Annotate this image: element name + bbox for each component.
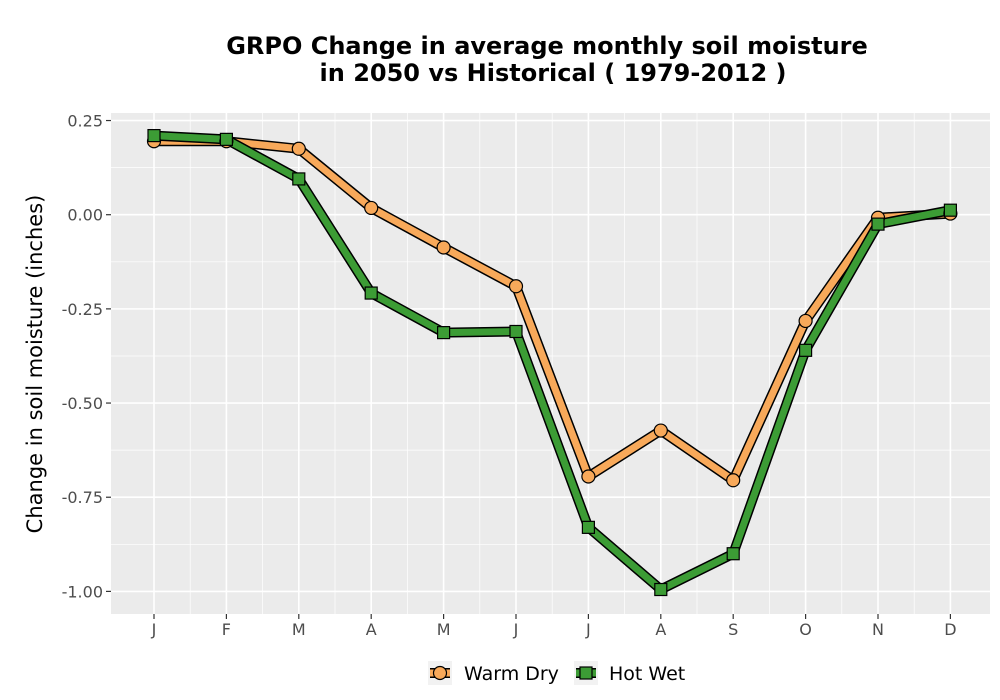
- warm-dry-point: [436, 240, 451, 255]
- x-tick-label: J: [585, 620, 591, 639]
- warm-dry-point: [581, 469, 596, 484]
- x-tick-label: J: [513, 620, 519, 639]
- hot-wet-point: [871, 217, 885, 231]
- hot-wet-point: [219, 132, 233, 146]
- hot-wet-point: [437, 326, 451, 340]
- warm-dry-point: [726, 473, 741, 488]
- legend: Warm Dry Hot Wet: [428, 661, 685, 685]
- warm-dry-line: [150, 137, 954, 484]
- y-tick-label: -0.75: [62, 488, 103, 507]
- hot-wet-line: [150, 132, 954, 594]
- series-lines: [149, 130, 956, 595]
- x-tick-label: A: [366, 620, 377, 639]
- chart-title-line-1: GRPO Change in average monthly soil mois…: [226, 32, 868, 60]
- legend-warm-dry-label: Warm Dry: [464, 663, 559, 685]
- legend-hot-wet-marker: [579, 666, 593, 680]
- y-tick-label: 0.00: [67, 206, 103, 225]
- hot-wet-point: [726, 547, 740, 561]
- legend-hot-wet-label: Hot Wet: [609, 663, 685, 685]
- y-tick-label: -1.00: [62, 582, 103, 601]
- x-tick-label: N: [872, 620, 884, 639]
- x-tick-label: S: [728, 620, 738, 639]
- x-tick-label: O: [799, 620, 812, 639]
- chart-title-line-2: in 2050 vs Historical ( 1979-2012 ): [320, 59, 787, 87]
- hot-wet-point: [364, 286, 378, 300]
- grid-minor: [111, 113, 990, 614]
- warm-dry-point: [291, 141, 306, 156]
- hot-wet-point: [943, 203, 958, 217]
- x-tick-label: F: [222, 620, 231, 639]
- hot-wet-point: [292, 172, 306, 186]
- y-tick-label: 0.25: [67, 112, 103, 131]
- x-tick-label: M: [292, 620, 306, 639]
- grid-major: [111, 113, 990, 614]
- hot-wet-point: [581, 520, 596, 534]
- x-tick-label: J: [151, 620, 157, 639]
- warm-dry-point: [508, 279, 524, 294]
- y-axis: 0.25 0.00 -0.25 -0.50 -0.75 -1.00: [62, 112, 111, 601]
- warm-dry-point: [653, 423, 668, 438]
- x-tick-label: D: [944, 620, 956, 639]
- warm-dry-point: [798, 313, 813, 329]
- hot-wet-point: [509, 324, 523, 339]
- x-tick-label: M: [437, 620, 451, 639]
- legend-warm-dry-marker: [432, 665, 448, 681]
- series-markers: [146, 129, 958, 597]
- y-tick-label: -0.50: [62, 394, 103, 413]
- warm-dry-point: [364, 200, 379, 216]
- hot-wet-point: [654, 582, 668, 597]
- hot-wet-point: [147, 129, 161, 143]
- y-axis-title: Change in soil moisture (inches): [23, 195, 47, 534]
- hot-wet-point: [798, 343, 813, 357]
- x-tick-label: A: [655, 620, 666, 639]
- y-tick-label: -0.25: [62, 300, 103, 319]
